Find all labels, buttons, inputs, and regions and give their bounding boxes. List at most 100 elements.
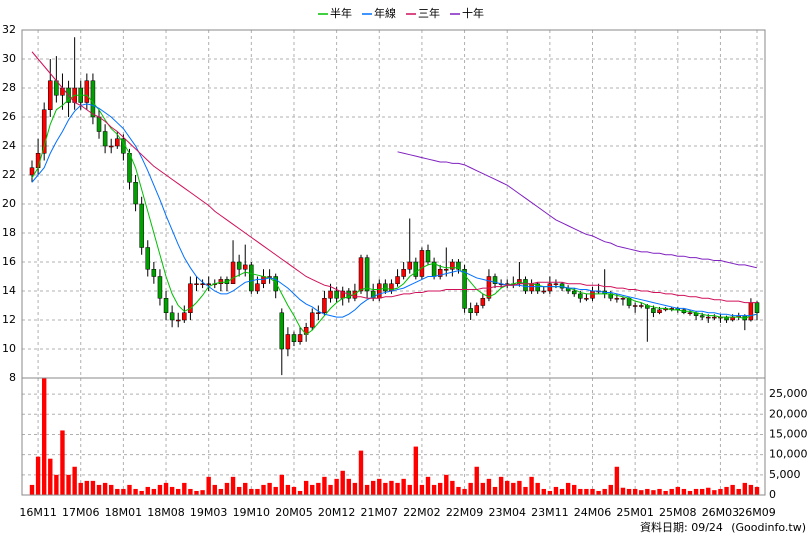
x-tick-label: 23M11 [531,506,569,519]
legend-label: 半年 [330,6,352,20]
volume-bar [157,484,163,495]
candle-body [492,276,498,284]
candle-body [41,109,47,154]
y-tick-label: 22 [2,168,16,181]
candle-body [657,309,662,314]
candle-body [218,279,224,284]
x-tick-label: 18M08 [147,506,185,519]
x-tick-label: 21M07 [361,506,399,519]
volume-bar [748,484,754,495]
volume-bar [364,484,370,495]
candle-body [529,283,534,292]
volume-bar [675,486,680,495]
candle-body [419,250,425,277]
volume-bar [90,480,96,495]
candle-body [334,290,339,299]
volume-bar [565,482,571,495]
volume-bar [498,476,504,495]
legend-label: 年線 [374,6,396,20]
candle-body [364,257,370,292]
candle-body [310,312,315,328]
candle-body [712,316,717,319]
volume-bar [182,482,187,495]
volume-bar [66,474,71,495]
candle-body [108,145,114,148]
volume-bar [352,482,358,495]
y2-tick-label: 0 [769,488,776,501]
candle-body [358,257,364,292]
volume-bar [133,488,138,495]
candle-body [444,269,449,271]
volume-bar [316,482,321,495]
volume-bar [590,488,595,495]
volume-bar [60,430,65,495]
candle-body [145,247,151,270]
volume-bar [492,486,498,495]
volume-bar [468,482,473,495]
y2-tick-label: 25,000 [769,387,808,400]
candle-body [188,283,193,313]
volume-bar [462,488,467,495]
volume-bar [639,490,644,495]
volume-bar [712,490,717,495]
volume-bar [35,456,41,495]
volume-bar [230,476,236,495]
volume-bar [541,488,546,495]
candle-body [687,312,693,314]
volume-bar [194,490,199,495]
volume-bar [419,484,425,495]
y-tick-label: 28 [2,81,16,94]
candle-body [474,305,479,313]
volume-bar [249,488,254,495]
y2-tick-label: 20,000 [769,407,808,420]
y2-tick-label: 5,000 [769,468,801,481]
volume-bar [572,484,577,495]
volume-bar [310,484,315,495]
footer-source: (Goodinfo.tw) [731,521,806,534]
volume-bar [724,486,729,495]
volume-bar [169,486,175,495]
candle-body [163,298,169,313]
volume-bar [303,480,309,495]
candle-body [322,298,327,313]
volume-bar [102,482,108,495]
volume-bar [444,474,449,495]
volume-bar [267,482,272,495]
candle-body [523,279,528,292]
plot-frame [21,29,766,496]
candle-body [590,290,595,299]
volume-bar [48,458,53,495]
volume-bar [358,450,364,495]
candle-body [115,138,120,147]
candle-body [133,182,138,205]
candle-body [699,315,705,318]
legend-label: 三年 [418,6,440,20]
candle-body [230,261,236,284]
volume-bar [328,484,333,495]
ma-line [31,94,758,336]
volume-bar [115,488,120,495]
volume-bar [480,482,486,495]
volume-bar [657,488,662,495]
volume-bar [163,482,169,495]
volume-bar [377,478,382,495]
candle-body [468,308,473,313]
x-tick-label: 23M04 [488,506,526,519]
candle-body [571,290,577,295]
x-tick-label: 26M09 [738,506,776,519]
candle-body [456,261,461,270]
candle-body [90,80,96,118]
candle-body [450,261,455,270]
candle-body [395,276,400,284]
x-tick-label: 20M05 [275,506,313,519]
volume-bar [578,488,583,495]
candle-body [35,153,41,168]
candle-body [316,312,321,314]
candle-body [480,298,486,306]
volume-bar [413,446,419,495]
candle-body [285,334,291,350]
ma-line [397,151,758,269]
candle-body [242,264,248,270]
candle-body [175,319,181,322]
volume-bar [243,482,248,495]
